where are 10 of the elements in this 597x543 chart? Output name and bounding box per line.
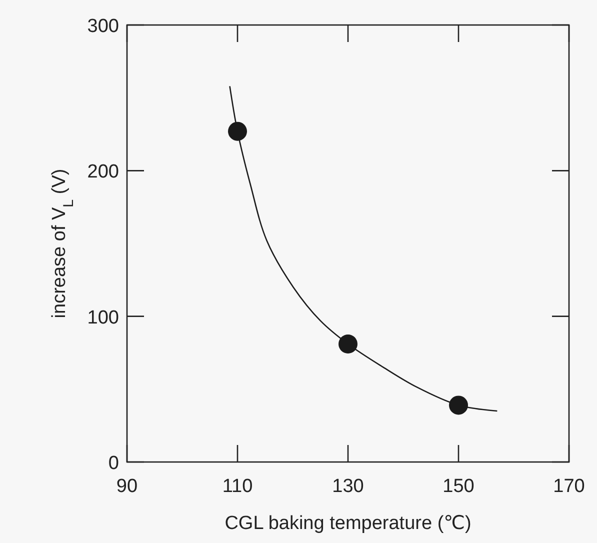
y-tick-label: 100 — [87, 307, 119, 328]
x-tick-label: 170 — [553, 476, 585, 497]
y-tick-label: 200 — [87, 162, 119, 183]
x-axis-title: CGL baking temperature (℃) — [224, 513, 472, 534]
x-tick-label: 150 — [442, 476, 474, 497]
x-tick-label: 90 — [116, 476, 138, 497]
y-tick-label: 0 — [108, 453, 119, 474]
x-tick-label: 110 — [222, 476, 253, 497]
x-tick-label: 130 — [332, 476, 364, 497]
y-tick-label: 300 — [87, 16, 119, 37]
